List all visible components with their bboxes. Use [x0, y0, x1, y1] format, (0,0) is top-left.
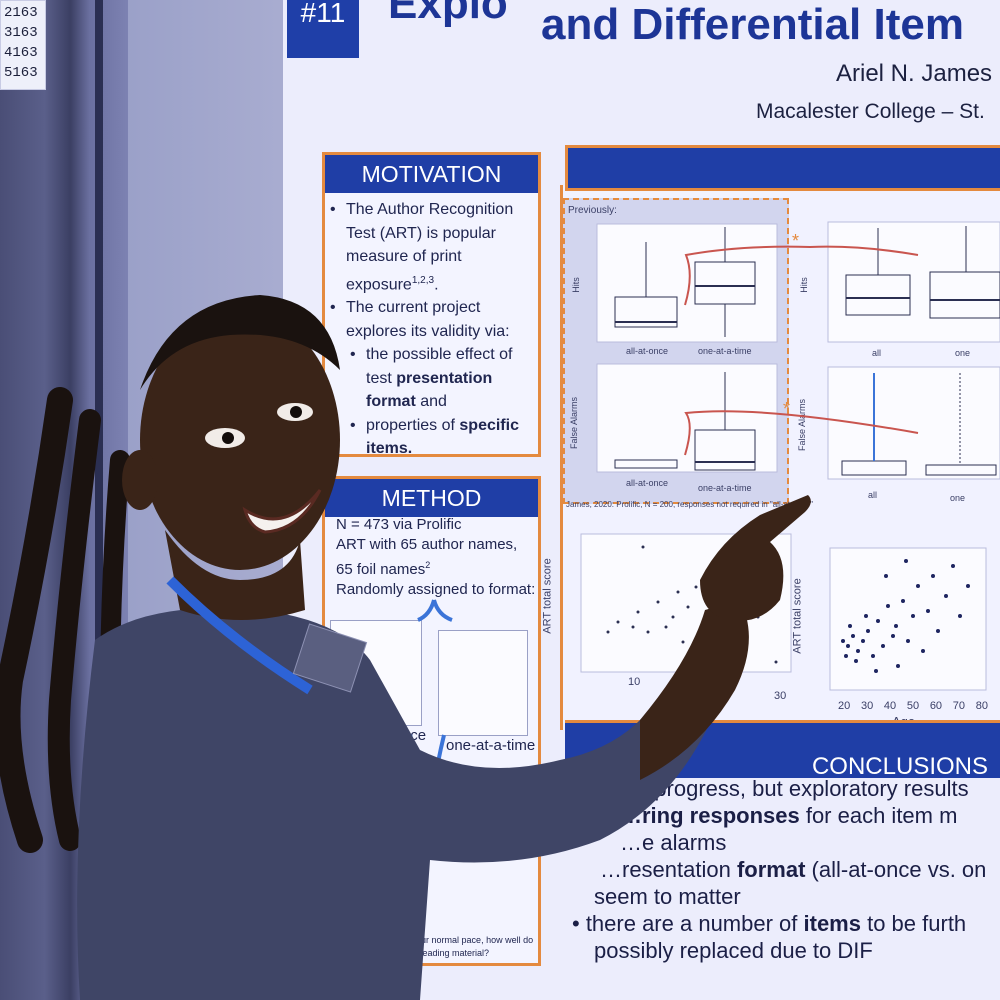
subbullet-text: properties of: [366, 416, 460, 434]
scatter-age: [829, 547, 987, 691]
concl-bold: …ring responses: [620, 803, 800, 828]
poster-number: #11: [287, 0, 359, 58]
conclusions-text: T… k-in-progress, but exploratory result…: [560, 775, 1000, 964]
method-line: N = 473 via Prolific: [336, 516, 462, 533]
age-xticks: 20 30 40 50 60 70 80: [838, 700, 988, 712]
results-header: [565, 145, 1000, 191]
method-sup: 2: [425, 560, 431, 570]
new-fa-x-one: one: [950, 493, 966, 503]
method-line: Randomly assigned to format:: [336, 581, 536, 598]
method-footer-b: …rstand the reading material?: [368, 948, 490, 958]
bullet-text: The current project explores its validit…: [346, 299, 510, 340]
poster-title-line1: Explo: [388, 0, 508, 28]
format-label-one: one-at-a-time: [446, 737, 536, 754]
tag-number: 2163: [4, 5, 38, 21]
age-xtick: 50: [906, 700, 920, 712]
subbullet-text: the possible effect of test: [366, 346, 513, 387]
method-header: METHOD: [325, 479, 538, 517]
boxplot-new-hits: [827, 221, 1000, 343]
motivation-subbullet: properties of specific items.: [330, 414, 540, 461]
svg-text:*: *: [783, 399, 790, 419]
poster-affiliation: Macalester College – St.: [756, 100, 985, 123]
motivation-subbullet: the possible effect of test presentation…: [330, 343, 540, 414]
poster-author: Ariel N. James: [836, 60, 993, 87]
method-footer-a: …ading at your normal pace, how well do: [368, 935, 534, 945]
concl-text: for each item m: [799, 803, 958, 828]
boxplot-new-fa: [827, 366, 1000, 480]
poster-title-line2: and Differential Item: [541, 0, 964, 49]
method-line-text: ART with 65 author names, 65 foil names: [336, 536, 518, 578]
partition-edge: [95, 0, 103, 1000]
method-text: N = 473 via Prolific ART with 65 author …: [336, 515, 536, 600]
age-xtick: 80: [975, 700, 988, 712]
concl-line: …e alarms: [620, 830, 727, 855]
tag-number: 4163: [4, 45, 38, 61]
concl-text: • there are a number of: [572, 911, 804, 936]
concl-line: • there are a number of items to be furt…: [560, 910, 1000, 937]
subbullet-bold: presentation format: [366, 369, 493, 411]
concl-line: seem to matter: [594, 884, 741, 909]
subbullet-bold: specific items.: [366, 416, 519, 458]
citation: James, 2020: Prolific, N = 200, response…: [566, 500, 813, 509]
method-line: ART with 65 author names, 65 foil names2: [336, 535, 536, 580]
tag-number: 3163: [4, 25, 38, 41]
scatter-left-xtick: 10: [628, 676, 641, 688]
bullet-sup: 1,2,3: [411, 274, 435, 286]
motivation-header: MOTIVATION: [325, 155, 538, 193]
presenter-figure: [0, 295, 811, 1000]
motivation-text: The Author Recognition Test (ART) is pop…: [330, 198, 540, 461]
concl-text: …resentation: [600, 857, 737, 882]
age-xtick: 60: [929, 700, 943, 712]
prev-fa-x-one: one-at-a-time: [698, 483, 752, 493]
format-card-one: [438, 630, 528, 736]
motivation-bullet: The current project explores its validit…: [330, 296, 540, 343]
conclusions-title: CONCLUSIONS: [811, 753, 988, 780]
concl-text: (all-at-once vs. on: [805, 857, 987, 882]
boxplot-prev-hits: [596, 223, 778, 343]
prev-x-all: all-at-once: [626, 346, 669, 356]
concl-line: …resentation format (all-at-once vs. on: [560, 856, 1000, 883]
subbullet-text: and: [415, 393, 447, 411]
motivation-bullet: The Author Recognition Test (ART) is pop…: [330, 198, 540, 296]
bullet-text: The Author Recognition Test (ART) is pop…: [346, 201, 514, 293]
prev-x-one: one-at-a-time: [698, 346, 752, 356]
tag-number: 5163: [4, 65, 38, 81]
scatter-left-xtick: 30: [774, 690, 787, 702]
boxplot-prev-fa: [596, 363, 778, 473]
number-tag: 2163 3163 4163 5163: [0, 0, 46, 90]
previously-label: Previously:: [568, 205, 617, 216]
new-x-one: one: [955, 348, 971, 358]
age-xtick: 70: [952, 700, 966, 712]
new-x-all: all: [872, 348, 882, 358]
prev-fa-x-all: all-at-once: [626, 478, 669, 488]
age-xtick: 40: [883, 700, 897, 712]
red-annotation-arrows: * *: [684, 231, 919, 456]
age-xtick: 20: [838, 700, 851, 712]
concl-line: …ring responses for each item m: [560, 802, 1000, 829]
concl-bold: format: [736, 857, 806, 882]
concl-bold: items: [803, 911, 861, 936]
concl-line: possibly replaced due to DIF: [594, 938, 873, 963]
new-fa-x-all: all: [868, 490, 878, 500]
concl-text: to be furth: [860, 911, 967, 936]
age-xtick: 30: [860, 700, 874, 712]
svg-text:*: *: [792, 231, 799, 251]
